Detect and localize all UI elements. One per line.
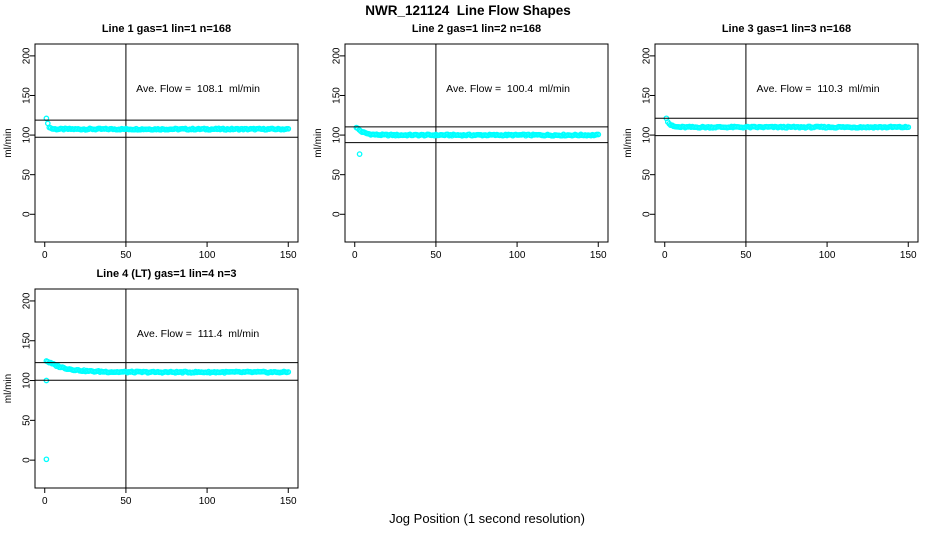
x-tick-label: 0 — [662, 250, 668, 261]
data-point — [595, 131, 602, 138]
plot-box — [654, 43, 919, 243]
y-tick-label: 50 — [642, 169, 653, 181]
y-tick-label: 50 — [22, 414, 33, 426]
y-axis-label: ml/min — [313, 128, 324, 157]
y-tick-label: 100 — [332, 126, 343, 143]
y-tick-label: 0 — [642, 211, 653, 217]
series-points — [663, 115, 912, 131]
plot-box — [34, 288, 299, 489]
series-points — [43, 358, 292, 463]
y-tick-label: 150 — [332, 87, 343, 104]
y-tick-label: 50 — [332, 169, 343, 181]
panel-3: 0 50 100 150 0 50 100 150 200 ml/min — [623, 43, 919, 261]
panel-title: Line 4 (LT) gas=1 lin=4 n=3 — [96, 268, 237, 280]
y-tick-label: 100 — [642, 126, 653, 143]
panel-title: Line 2 gas=1 lin=2 n=168 — [411, 23, 542, 35]
y-tick-label: 150 — [22, 87, 33, 104]
x-tick-label: 50 — [120, 250, 132, 261]
data-point — [666, 120, 673, 127]
x-tick-label: 50 — [740, 250, 752, 261]
x-tick-label: 0 — [42, 250, 48, 261]
panel-4: 0 50 100 150 0 50 100 150 200 ml/min — [3, 288, 299, 507]
data-point — [285, 125, 292, 132]
x-tick-label: 50 — [430, 250, 442, 261]
x-tick-label: 50 — [120, 496, 132, 507]
x-tick-label: 150 — [280, 250, 297, 261]
y-tick-label: 150 — [642, 87, 653, 104]
x-tick-label: 100 — [819, 250, 836, 261]
panel-title: Line 3 gas=1 lin=3 n=168 — [721, 23, 852, 35]
y-axis-ticks: 0 50 100 150 200 — [22, 292, 35, 463]
panel-annotation: Ave. Flow = 100.4 ml/min — [446, 82, 570, 95]
y-axis-ticks: 0 50 100 150 200 — [22, 47, 35, 217]
x-tick-label: 100 — [199, 250, 216, 261]
y-tick-label: 200 — [332, 47, 343, 64]
x-axis-ticks: 0 50 100 150 — [352, 242, 607, 261]
y-tick-label: 50 — [22, 169, 33, 181]
data-point — [905, 124, 912, 131]
y-axis-ticks: 0 50 100 150 200 — [332, 47, 345, 217]
y-tick-label: 150 — [22, 332, 33, 349]
x-axis-ticks: 0 50 100 150 — [42, 242, 297, 261]
panel-annotation: Ave. Flow = 108.1 ml/min — [136, 82, 260, 95]
outlier-point — [356, 151, 363, 157]
panel-2: 0 50 100 150 0 50 100 150 200 ml/min — [313, 43, 609, 261]
panel-title: Line 1 gas=1 lin=1 n=168 — [101, 23, 232, 35]
y-tick-label: 200 — [22, 47, 33, 64]
y-tick-label: 0 — [22, 457, 33, 463]
y-tick-label: 200 — [642, 47, 653, 64]
x-axis-label: Jog Position (1 second resolution) — [389, 511, 585, 526]
plot-box — [34, 43, 299, 243]
y-tick-label: 100 — [22, 372, 33, 389]
x-tick-label: 100 — [199, 496, 216, 507]
series-points — [353, 124, 602, 157]
panel-1: 0 50 100 150 0 50 100 150 200 ml/min — [3, 43, 299, 261]
panel-annotation: Ave. Flow = 111.4 ml/min — [136, 327, 260, 340]
data-point — [285, 369, 292, 375]
x-axis-ticks: 0 50 100 150 — [662, 242, 917, 261]
x-axis-ticks: 0 50 100 150 — [42, 488, 297, 507]
series-points — [43, 115, 292, 133]
y-tick-label: 200 — [22, 292, 33, 309]
x-tick-label: 0 — [42, 496, 48, 507]
y-axis-label: ml/min — [3, 374, 14, 403]
y-axis-label: ml/min — [3, 128, 14, 157]
outlier-point — [43, 456, 50, 463]
x-tick-label: 150 — [590, 250, 607, 261]
x-tick-label: 150 — [900, 250, 917, 261]
x-tick-label: 100 — [509, 250, 526, 261]
y-tick-label: 0 — [332, 211, 343, 217]
panel-annotation: Ave. Flow = 110.3 ml/min — [756, 82, 880, 95]
y-tick-label: 100 — [22, 126, 33, 143]
y-axis-ticks: 0 50 100 150 200 — [642, 47, 655, 217]
x-tick-label: 0 — [352, 250, 358, 261]
figure-title: NWR_121124 Line Flow Shapes — [365, 3, 571, 18]
y-axis-label: ml/min — [623, 128, 634, 157]
y-tick-label: 0 — [22, 211, 33, 217]
x-tick-label: 150 — [280, 496, 297, 507]
